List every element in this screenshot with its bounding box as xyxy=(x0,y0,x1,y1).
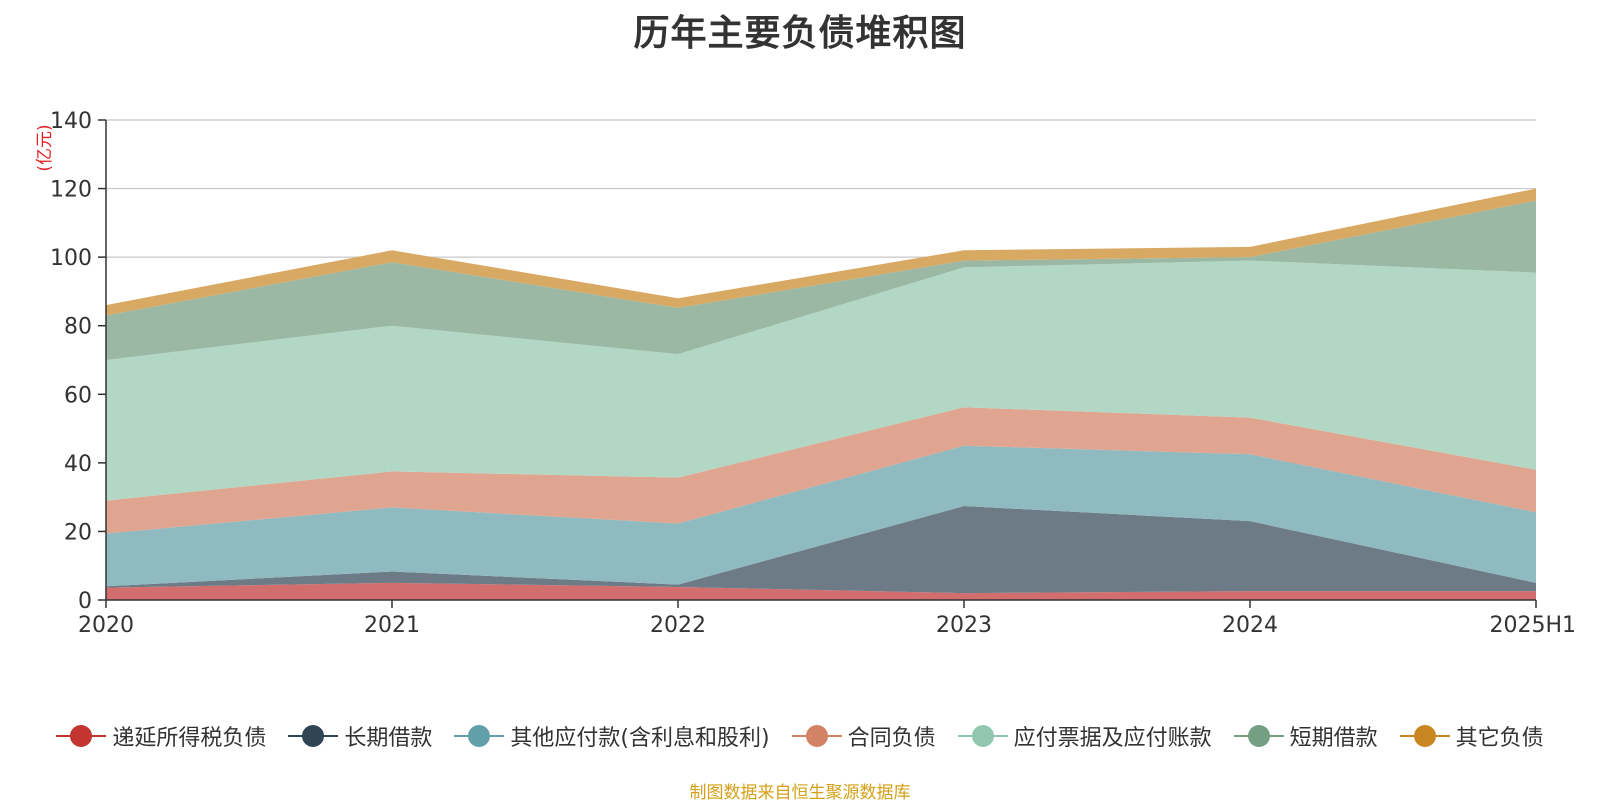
legend-item-1[interactable]: 长期借款 xyxy=(288,720,432,752)
legend-label: 应付票据及应付账款 xyxy=(1013,726,1212,751)
y-tick-label: 40 xyxy=(64,452,92,477)
y-tick-label: 60 xyxy=(64,383,92,408)
y-tick-label: 100 xyxy=(50,246,92,271)
legend-marker-icon xyxy=(454,724,505,748)
y-axis-unit-label: (亿元) xyxy=(35,124,55,171)
y-tick-label: 0 xyxy=(78,589,92,614)
legend-marker-icon xyxy=(957,724,1008,748)
legend-item-3[interactable]: 合同负债 xyxy=(791,720,936,752)
y-tick-label: 140 xyxy=(50,109,92,134)
area-series-4[interactable] xyxy=(106,260,1536,501)
x-tick-label: 2021 xyxy=(364,613,420,638)
chart-title: 历年主要负债堆积图 xyxy=(633,13,967,54)
legend-marker-icon xyxy=(288,724,339,748)
area-series-1[interactable] xyxy=(106,506,1536,594)
y-tick-label: 120 xyxy=(50,178,92,203)
legend-item-2[interactable]: 其他应付款(含利息和股利) xyxy=(454,720,770,752)
area-series-6[interactable] xyxy=(106,188,1536,316)
y-tick-label: 80 xyxy=(64,315,92,340)
x-tick-label: 2020 xyxy=(78,613,134,638)
legend-item-6[interactable]: 其它负债 xyxy=(1399,720,1544,752)
data-source-note: 制图数据来自恒生聚源数据库 xyxy=(689,783,911,800)
legend-marker-icon xyxy=(1233,724,1284,748)
legend-label: 递延所得税负债 xyxy=(112,726,267,751)
legend-label: 其它负债 xyxy=(1455,726,1544,751)
legend-item-4[interactable]: 应付票据及应付账款 xyxy=(957,720,1212,752)
x-tick-label: 2022 xyxy=(650,613,706,638)
legend-label: 其他应付款(含利息和股利) xyxy=(510,726,770,751)
y-tick-label: 20 xyxy=(64,520,92,545)
x-tick-label: 2023 xyxy=(936,613,992,638)
legend-marker-icon xyxy=(791,724,842,748)
area-series-0[interactable] xyxy=(106,582,1536,600)
legend-marker-icon xyxy=(1399,724,1450,748)
legend-label: 长期借款 xyxy=(344,726,433,751)
legend-item-5[interactable]: 短期借款 xyxy=(1233,720,1378,752)
area-series-2[interactable] xyxy=(106,445,1536,587)
x-tick-label: 2025H1 xyxy=(1489,613,1576,638)
legend-label: 合同负债 xyxy=(847,726,936,751)
legend-label: 短期借款 xyxy=(1289,726,1378,751)
legend: 递延所得税负债 长期借款 其他应付款(含利息和股利) 合同负债 应付票据及应付账款 短期借… xyxy=(0,716,1600,756)
legend-item-0[interactable]: 递延所得税负债 xyxy=(56,720,266,752)
area-series-5[interactable] xyxy=(106,200,1536,360)
area-series-layer xyxy=(106,188,1536,600)
legend-marker-icon xyxy=(56,724,107,748)
area-series-3[interactable] xyxy=(106,407,1536,534)
axes: 0 20 40 60 80 100 120 140 2020 2021 2022 2023 2024 20… xyxy=(50,109,1576,638)
x-tick-label: 2024 xyxy=(1222,613,1278,638)
